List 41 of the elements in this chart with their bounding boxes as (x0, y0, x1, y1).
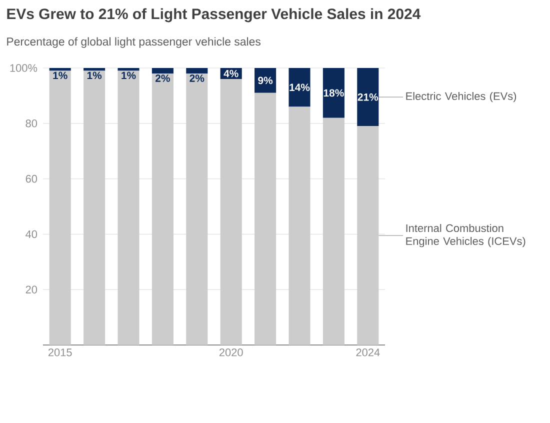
bar (49, 70, 71, 345)
bar (84, 70, 106, 345)
data-label: 2% (156, 74, 170, 82)
bar (152, 68, 174, 74)
bar (84, 68, 106, 71)
y-tick-label: 40 (26, 230, 38, 238)
data-label: 18% (324, 89, 344, 97)
bar (254, 92, 276, 345)
data-label: 14% (290, 84, 310, 92)
bar (220, 79, 242, 345)
bar (288, 68, 310, 107)
bar (118, 70, 140, 345)
bar (254, 68, 276, 93)
bar (186, 68, 208, 74)
x-tick-label: 2015 (48, 348, 72, 356)
text: Internal Combustion Engine Vehicles (ICEVs) (406, 224, 526, 248)
y-tick-label: 60 (26, 174, 38, 183)
y-tick-label: 80 (26, 120, 38, 128)
bar (288, 106, 310, 345)
y-tick-label: 20 (26, 286, 38, 294)
bar (186, 74, 208, 345)
bar (322, 68, 344, 118)
y-tick-label: 100% (10, 64, 38, 72)
text: Electric Vehicles (EVs) (406, 92, 516, 102)
bar (357, 68, 379, 126)
bar (49, 68, 71, 71)
data-label: 21% (358, 93, 378, 101)
x-tick-label: 2024 (356, 348, 380, 356)
bar (118, 68, 140, 71)
data-label: 4% (224, 70, 238, 78)
data-label: 1% (122, 72, 136, 80)
chart-subtitle: Percentage of global light passenger vehicle sales (7, 37, 260, 48)
bar (322, 118, 344, 345)
data-label: 1% (53, 72, 68, 80)
data-label: 9% (258, 76, 273, 84)
chart-title: EVs Grew to 21% of Light Passenger Vehicle Sales in 2024 (7, 8, 421, 22)
bar (357, 126, 379, 345)
data-label: 1% (87, 72, 102, 80)
data-label: 2% (190, 74, 204, 82)
x-tick-label: 2020 (219, 348, 243, 356)
bar (152, 74, 174, 345)
